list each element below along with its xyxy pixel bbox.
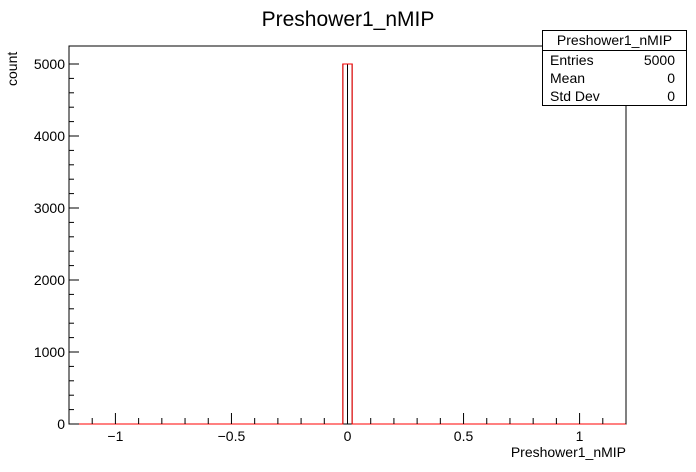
x-tick-label: 1 (576, 428, 584, 444)
y-tick-label: 5000 (34, 56, 65, 72)
histogram-bar (347, 63, 353, 425)
y-tick-label: 4000 (34, 128, 65, 144)
chart-title: Preshower1_nMIP (262, 8, 435, 31)
y-tick-label: 1000 (34, 344, 65, 360)
x-tick-label: −1 (107, 428, 123, 444)
stats-title: Preshower1_nMIP (543, 31, 686, 51)
stats-row-entries: Entries 5000 (543, 51, 686, 69)
x-tick-label: 0.5 (454, 428, 474, 444)
x-axis-label: Preshower1_nMIP (511, 444, 626, 460)
stats-value: 5000 (643, 52, 675, 68)
y-tick-label: 3000 (34, 200, 65, 216)
x-tick-label: −0.5 (218, 428, 246, 444)
y-axis-label: count (4, 52, 20, 86)
stats-label: Mean (550, 70, 586, 86)
stats-row-mean: Mean 0 (543, 69, 686, 87)
stats-row-std-dev: Std Dev 0 (543, 87, 686, 105)
stats-value: 0 (667, 88, 675, 104)
x-tick-label: 0 (344, 428, 352, 444)
histogram-bar (342, 63, 349, 425)
y-tick-label: 0 (57, 416, 65, 432)
histogram-line (69, 63, 626, 425)
stats-value: 0 (667, 70, 675, 86)
stats-box: Preshower1_nMIP Entries 5000 Mean 0 Std … (542, 30, 687, 106)
stats-label: Entries (550, 52, 594, 68)
stats-label: Std Dev (550, 88, 600, 104)
y-tick-label: 2000 (34, 272, 65, 288)
